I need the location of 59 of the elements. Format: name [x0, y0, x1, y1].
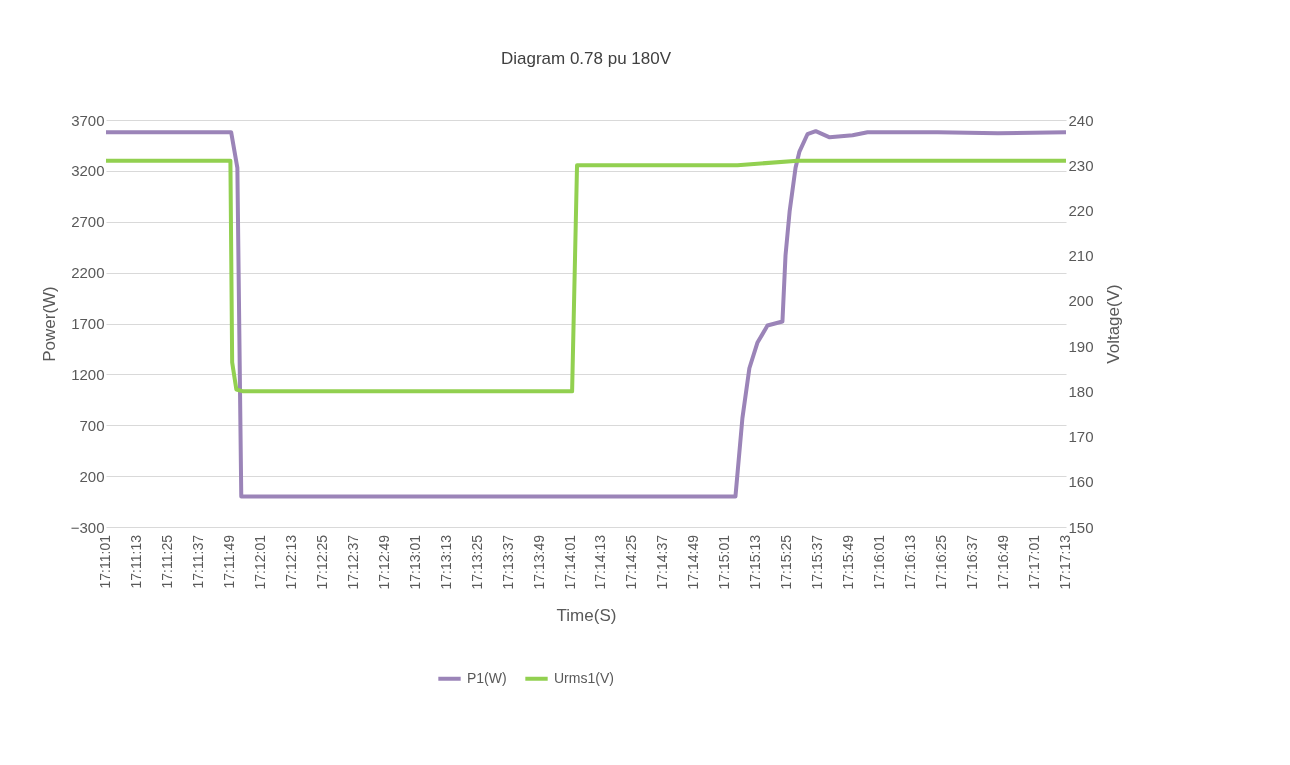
x-tick-label: 17:17:01 [1026, 534, 1043, 590]
y-tick-label: 1700 [71, 315, 105, 332]
x-tick-label: 17:12:37 [344, 534, 361, 590]
legend-label: P1(W) [467, 669, 507, 686]
y-tick-label: 3700 [71, 111, 105, 129]
x-tick-label: 17:13:01 [406, 534, 423, 590]
x-tick-label: 17:16:13 [902, 534, 919, 590]
y2-axis-title: Voltage(V) [1103, 284, 1123, 364]
x-tick-label: 17:11:01 [97, 534, 113, 589]
y2-tick-label: 230 [1068, 156, 1094, 174]
y2-tick-label: 150 [1068, 518, 1094, 536]
x-tick-label: 17:14:37 [654, 534, 671, 590]
x-axis-title: Time(S) [556, 605, 617, 625]
y-axis-title: Power(W) [39, 286, 59, 362]
x-tick-label: 17:14:01 [561, 534, 578, 590]
x-tick-label: 17:11:37 [189, 534, 206, 589]
x-tick-label: 17:11:25 [158, 534, 175, 589]
line-series [104, 129, 1068, 499]
x-tick-label: 17:16:01 [871, 534, 888, 590]
y2-tick-label: 200 [1068, 292, 1094, 310]
y-tick-label: 2200 [71, 264, 105, 282]
x-tick-label: 17:14:13 [592, 534, 609, 590]
x-tick-label: 17:15:13 [747, 534, 764, 590]
y2-tick-label: 180 [1068, 382, 1094, 400]
legend-label: Urms1(V) [554, 669, 614, 686]
x-tick-label: 17:15:25 [778, 534, 795, 590]
y-tick-label: −300 [70, 518, 105, 536]
x-tick-label: 17:12:49 [375, 534, 392, 590]
x-tick-label: 17:13:49 [530, 534, 547, 590]
x-tick-label: 17:12:13 [282, 534, 299, 590]
y-tick-label: 1200 [71, 365, 105, 383]
y2-tick-label: 160 [1068, 473, 1094, 491]
x-tick-label: 17:16:37 [964, 534, 981, 590]
x-tick-label: 17:12:01 [251, 534, 268, 590]
x-tick-label: 17:13:13 [437, 534, 454, 590]
y2-tick-label: 170 [1068, 428, 1094, 446]
x-tick-label: 17:13:25 [468, 534, 485, 590]
x-tick-label: 17:15:01 [716, 534, 733, 590]
y2-tick-label: 240 [1068, 111, 1094, 129]
x-tick-label: 17:11:13 [127, 534, 144, 589]
x-tick-label: 17:15:49 [840, 534, 857, 590]
x-tick-label: 17:17:13 [1057, 534, 1073, 590]
x-tick-label: 17:13:37 [499, 534, 516, 590]
x-tick-label: 17:11:49 [220, 534, 237, 589]
y-tick-label: 700 [79, 416, 105, 434]
x-tick-label: 17:14:25 [623, 534, 640, 590]
x-tick-label: 17:16:25 [933, 534, 950, 590]
x-tick-label: 17:15:37 [809, 534, 826, 590]
y2-tick-label: 210 [1068, 247, 1094, 265]
x-tick-label: 17:14:49 [685, 534, 702, 590]
y2-tick-label: 220 [1068, 201, 1094, 219]
y-tick-label: 200 [79, 467, 105, 485]
y-tick-label: 3200 [71, 162, 105, 180]
x-tick-label: 17:12:25 [313, 534, 330, 590]
chart-title: Diagram 0.78 pu 180V [500, 49, 672, 68]
y2-tick-label: 190 [1068, 337, 1094, 355]
y-tick-label: 2700 [71, 213, 105, 231]
line-series [104, 158, 1068, 394]
x-tick-label: 17:16:49 [995, 534, 1012, 590]
